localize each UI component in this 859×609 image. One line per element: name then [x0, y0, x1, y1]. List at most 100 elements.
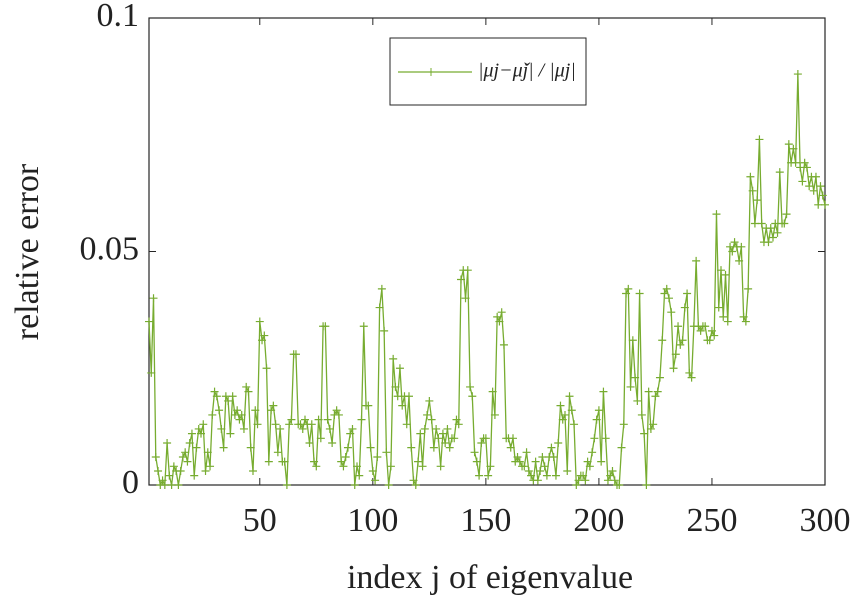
data-marker [169, 462, 178, 471]
legend: |μj−μ̌j| / |μj| [389, 37, 587, 106]
data-marker [217, 424, 226, 433]
data-marker [429, 443, 438, 452]
data-marker [147, 368, 156, 377]
data-marker [811, 172, 820, 181]
data-marker [346, 429, 355, 438]
data-marker [445, 443, 454, 452]
data-marker [416, 429, 425, 438]
data-marker [260, 331, 269, 340]
data-marker [524, 466, 533, 475]
data-marker [332, 406, 341, 415]
data-marker [588, 448, 597, 457]
data-marker [269, 401, 278, 410]
data-marker [235, 415, 244, 424]
data-marker [644, 387, 653, 396]
x-tick-label: 150 [460, 502, 511, 539]
data-marker [203, 448, 212, 457]
data-marker [683, 289, 692, 298]
data-marker [215, 406, 224, 415]
data-marker [314, 415, 323, 424]
x-tick-label: 100 [347, 502, 398, 539]
data-marker [242, 382, 251, 391]
data-marker [296, 420, 305, 429]
data-marker [579, 471, 588, 480]
data-marker [635, 289, 644, 298]
data-marker [368, 466, 377, 475]
data-marker [800, 158, 809, 167]
data-marker [468, 392, 477, 401]
data-marker [723, 317, 732, 326]
data-marker [619, 420, 628, 429]
data-marker [726, 242, 735, 251]
data-marker [343, 443, 352, 452]
data-marker [407, 443, 416, 452]
data-marker [685, 368, 694, 377]
data-marker [714, 303, 723, 312]
data-marker [463, 266, 472, 275]
data-marker [748, 186, 757, 195]
data-marker [228, 392, 237, 401]
data-marker [328, 438, 337, 447]
data-marker [461, 294, 470, 303]
data-marker [540, 462, 549, 471]
data-marker [181, 448, 190, 457]
data-marker [674, 322, 683, 331]
data-marker [411, 481, 420, 489]
data-marker [536, 466, 545, 475]
data-marker [746, 172, 755, 181]
data-marker [466, 382, 475, 391]
x-tick-label: 200 [573, 502, 624, 539]
data-marker [780, 219, 789, 228]
data-marker [409, 476, 418, 485]
data-marker [764, 238, 773, 247]
data-marker [497, 308, 506, 317]
data-marker [488, 387, 497, 396]
data-marker [610, 476, 619, 485]
data-marker [353, 462, 361, 471]
data-marker [631, 373, 640, 382]
data-marker [158, 476, 167, 485]
data-marker [687, 373, 696, 382]
data-marker [805, 182, 814, 191]
data-marker [391, 382, 400, 391]
data-marker [798, 177, 807, 186]
data-marker [784, 140, 793, 149]
data-marker [558, 415, 567, 424]
data-marker [651, 392, 660, 401]
data-marker [337, 457, 346, 466]
y-axis-label: relative error [9, 163, 46, 340]
data-marker [470, 448, 479, 457]
data-marker [590, 434, 599, 443]
legend-label: |μj−μ̌j| / |μj| [478, 60, 576, 82]
data-marker [380, 326, 389, 335]
data-marker [264, 457, 273, 466]
data-marker [197, 429, 205, 438]
data-marker [802, 163, 811, 172]
data-marker [665, 294, 673, 303]
data-marker [547, 443, 556, 452]
data-marker [395, 364, 404, 373]
data-marker [728, 247, 737, 256]
data-marker [174, 481, 183, 489]
data-marker [486, 462, 495, 471]
data-marker [357, 415, 366, 424]
data-marker [626, 382, 635, 391]
data-marker [364, 401, 373, 410]
data-marker [436, 462, 445, 471]
data-marker [201, 466, 210, 475]
data-marker [506, 443, 515, 452]
data-marker [542, 471, 551, 480]
data-marker [570, 420, 579, 429]
data-marker [818, 191, 827, 200]
y-tick-label: 0.05 [80, 230, 140, 267]
data-marker [696, 326, 705, 335]
data-marker [305, 438, 314, 447]
data-marker [551, 471, 560, 480]
data-marker [443, 424, 452, 433]
y-tick-label: 0.1 [97, 0, 140, 34]
data-marker [251, 406, 260, 415]
data-marker [199, 420, 208, 429]
data-marker [757, 219, 766, 228]
y-tick-label: 0 [122, 464, 139, 501]
